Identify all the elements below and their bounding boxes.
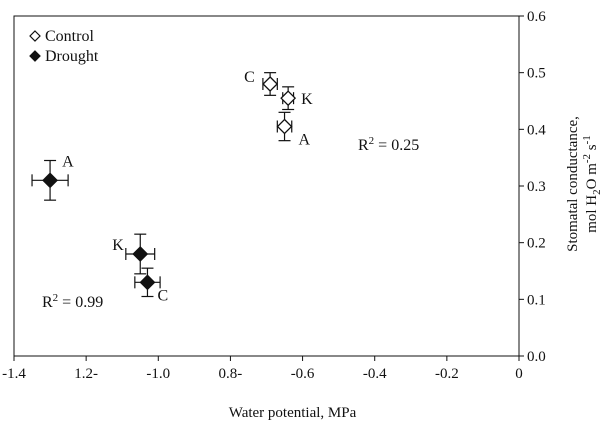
legend-control-marker bbox=[29, 30, 41, 42]
y-tick-label: 0.6 bbox=[527, 9, 546, 25]
point-label: C bbox=[244, 69, 255, 86]
drought-marker bbox=[139, 274, 156, 291]
legend-label: Control bbox=[45, 28, 94, 45]
legend: Control Drought bbox=[29, 28, 99, 65]
drought-marker bbox=[42, 172, 58, 189]
y-tick-label: 0.1 bbox=[527, 292, 546, 308]
data-marks bbox=[31, 72, 297, 298]
r-squared-part: 2 bbox=[53, 292, 59, 304]
x-tick-label: 0 bbox=[515, 366, 523, 382]
x-axis-title: Water potential, MPa bbox=[229, 405, 357, 421]
y-axis-title-part: mol H bbox=[584, 195, 600, 233]
x-tick-label: 0.8- bbox=[219, 366, 243, 382]
y-axis-title-part: O m bbox=[584, 163, 600, 190]
point-label: C bbox=[157, 287, 168, 304]
y-axis-title-part: 2 bbox=[591, 189, 603, 195]
r-squared-part: 2 bbox=[369, 135, 375, 147]
y-tick-label: 0.4 bbox=[527, 122, 546, 138]
x-tick-label: -0.4 bbox=[363, 366, 387, 382]
x-tick-label: -1.4 bbox=[2, 366, 26, 382]
legend-label: Drought bbox=[45, 48, 99, 65]
control-marker bbox=[280, 90, 297, 107]
y-axis-title-group: Stomatal conductance, mol H2O m-2 s-1 bbox=[565, 116, 603, 252]
y-axis-title-part: -2 bbox=[581, 154, 593, 163]
r-squared-label: R2 = 0.25 bbox=[358, 135, 419, 154]
r-squared-part: R bbox=[42, 294, 53, 311]
control-marker bbox=[262, 76, 279, 92]
y-tick-label: 0.3 bbox=[527, 179, 546, 195]
x-tick-label: 1.2- bbox=[74, 366, 98, 382]
r-squared-part: R bbox=[358, 137, 369, 154]
r-squared-part: = 0.99 bbox=[58, 294, 103, 311]
legend-drought-marker bbox=[29, 50, 41, 62]
point-label: A bbox=[62, 153, 74, 170]
axes: Water potential, MPa Stomatal conductance… bbox=[13, 15, 603, 421]
x-tick-label: -1.0 bbox=[146, 366, 170, 382]
point-label: A bbox=[299, 132, 311, 149]
y-tick-label: 0.5 bbox=[527, 66, 546, 82]
x-tick-label: -0.6 bbox=[291, 366, 315, 382]
ticks: -1.4 1.2- -1.0 0.8- -0.6 -0.4 -0.2 00.0 0.1 0.2 0.… bbox=[2, 9, 546, 382]
drought-marker bbox=[132, 246, 149, 262]
y-axis-title-part: -1 bbox=[581, 135, 593, 144]
y-axis-title-part: s bbox=[584, 144, 600, 154]
r-squared-label: R2 = 0.99 bbox=[42, 292, 103, 311]
y-tick-label: 0.0 bbox=[527, 349, 546, 365]
y-axis-title-units: mol H2O m-2 s-1 bbox=[581, 135, 603, 233]
point-label: K bbox=[301, 91, 313, 108]
y-tick-label: 0.2 bbox=[527, 236, 546, 252]
r-squared-part: = 0.25 bbox=[374, 137, 419, 154]
point-label: K bbox=[112, 237, 124, 254]
y-axis-title: Stomatal conductance, bbox=[565, 116, 581, 252]
x-tick-label: -0.2 bbox=[435, 366, 459, 382]
control-marker bbox=[276, 118, 293, 135]
